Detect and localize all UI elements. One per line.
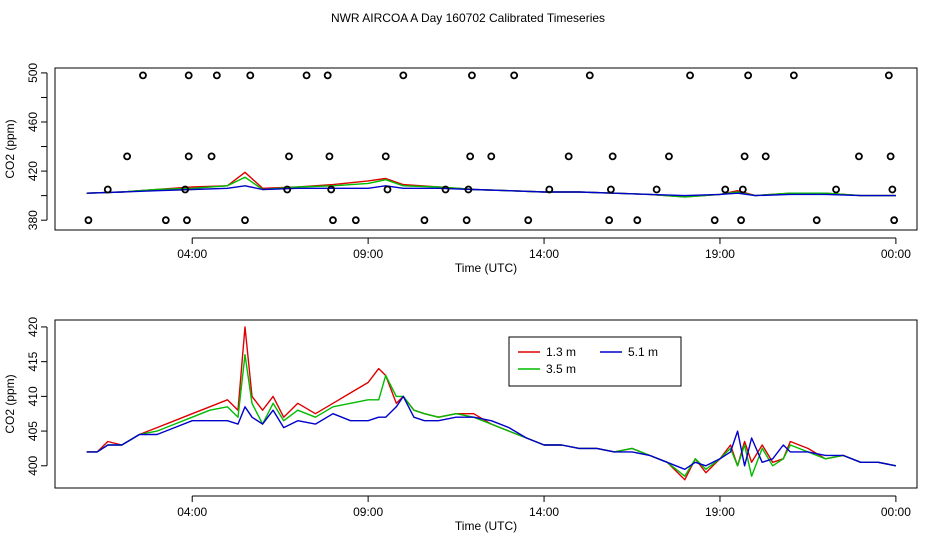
data-point (608, 152, 617, 161)
y-tick-label: 415 (26, 351, 40, 371)
x-tick-label: 14:00 (529, 247, 559, 261)
series-line-5-1-m (86, 185, 896, 197)
data-point (181, 185, 190, 194)
data-point (633, 216, 642, 225)
data-point (285, 152, 293, 161)
x-tick-label: 00:00 (881, 247, 911, 261)
data-point (789, 71, 798, 80)
data-point (686, 71, 694, 80)
data-point (103, 185, 112, 194)
legend-label: 3.5 m (546, 362, 576, 376)
panel-top: 04:00 09:00 14:00 19:00 00:00 Time (UTC) 380 42… (3, 63, 918, 275)
series-line-1-3-m (86, 171, 896, 198)
legend-label: 5.1 m (628, 345, 658, 359)
data-point (464, 185, 473, 194)
y-tick-label: 400 (26, 455, 40, 475)
data-point (420, 216, 429, 225)
data-point (302, 71, 311, 80)
x-tick-label: 00:00 (881, 505, 911, 519)
data-point (139, 71, 147, 80)
data-point (207, 152, 216, 161)
data-point (524, 216, 533, 225)
data-point (323, 71, 332, 80)
data-point (487, 152, 496, 161)
data-point (441, 185, 450, 194)
y-axis-label: CO2 (ppm) (3, 374, 17, 433)
data-point (84, 216, 93, 225)
data-point (744, 71, 753, 80)
data-point (761, 152, 770, 161)
data-point (466, 152, 475, 161)
y-tick-label: 420 (26, 317, 40, 337)
data-point (329, 216, 337, 225)
data-point (161, 216, 170, 225)
x-tick-label: 14:00 (529, 505, 559, 519)
y-tick-label: 410 (26, 386, 40, 406)
y-tick-label: 420 (26, 161, 40, 181)
legend: 1.3 m 3.5 m 5.1 m (508, 336, 682, 387)
x-tick-label: 19:00 (705, 247, 735, 261)
data-point (351, 216, 360, 225)
y-tick-label: 380 (26, 210, 40, 230)
data-point (564, 152, 573, 161)
data-point (832, 185, 840, 194)
data-point (886, 152, 895, 161)
data-point (399, 71, 408, 80)
data-point (462, 216, 471, 225)
data-point (212, 71, 221, 80)
data-point (888, 185, 897, 194)
series-line-1-3-m (86, 326, 897, 481)
data-point (184, 152, 193, 161)
x-tick-label: 19:00 (705, 505, 735, 519)
data-point (383, 185, 392, 194)
data-point (890, 216, 899, 225)
data-point (468, 71, 476, 80)
data-point (246, 71, 255, 80)
data-point (545, 185, 554, 194)
x-tick-label: 09:00 (353, 247, 383, 261)
data-point (652, 185, 661, 194)
data-point (123, 152, 132, 161)
data-point (327, 185, 336, 194)
x-tick-label: 04:00 (177, 247, 207, 261)
data-point (325, 152, 334, 161)
data-point (884, 71, 893, 80)
data-point (721, 185, 730, 194)
data-point (855, 152, 863, 161)
series-line-3-5-m (86, 354, 897, 477)
data-point (607, 185, 615, 194)
data-point (812, 216, 821, 225)
chart-title: NWR AIRCOA A Day 160702 Calibrated Times… (331, 11, 605, 25)
legend-box (508, 336, 682, 387)
data-point (241, 216, 249, 225)
data-point (381, 152, 390, 161)
legend-label: 1.3 m (546, 345, 576, 359)
x-axis-label: Time (UTC) (455, 519, 517, 533)
plot-frame (54, 67, 918, 231)
plot-frame (54, 319, 918, 489)
data-point (737, 216, 745, 225)
x-tick-label: 04:00 (177, 505, 207, 519)
y-tick-label: 500 (26, 63, 40, 83)
data-point (605, 216, 614, 225)
panel-bottom: 04:00 09:00 14:00 19:00 00:00 Time (UTC) 400 40… (3, 317, 918, 533)
y-axis-label: CO2 (ppm) (3, 119, 17, 178)
x-tick-label: 09:00 (353, 505, 383, 519)
data-point (283, 185, 292, 194)
y-tick-label: 405 (26, 421, 40, 441)
data-point (665, 152, 673, 161)
data-point (738, 185, 747, 194)
data-point (585, 71, 594, 80)
data-point (510, 71, 519, 80)
data-point (183, 216, 191, 225)
y-tick-label: 460 (26, 112, 40, 132)
series-line-5-1-m (86, 395, 897, 470)
data-point (184, 71, 193, 80)
data-point (710, 216, 719, 225)
series-line-3-5-m (86, 176, 896, 198)
data-point (740, 152, 749, 161)
x-axis-label: Time (UTC) (455, 261, 517, 275)
